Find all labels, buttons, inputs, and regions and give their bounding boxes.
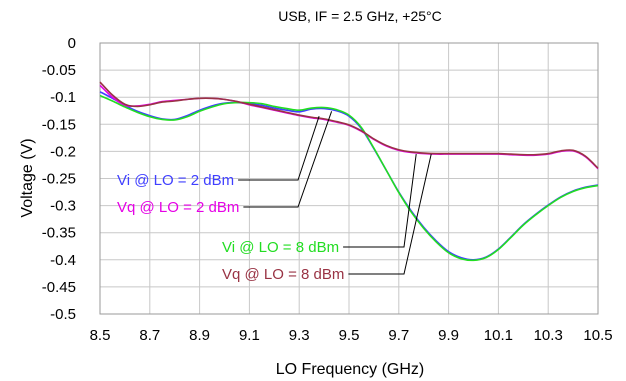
series-annotation-label: Vi @ LO = 8 dBm [222, 239, 339, 256]
y-tick-label: -0.35 [42, 225, 76, 242]
series-line-4 [99, 81, 599, 169]
y-tick-label: 0 [68, 35, 76, 52]
y-tick-label: -0.15 [42, 116, 76, 133]
annotation-leader-line [348, 153, 432, 275]
y-axis-label: Voltage (V) [19, 138, 36, 217]
y-tick-label: -0.25 [42, 171, 76, 188]
annotation-leader-line [343, 154, 417, 248]
series-annotation-label: Vq @ LO = 2 dBm [117, 199, 239, 216]
plot-frame [99, 42, 599, 315]
chart-title: USB, IF = 2.5 GHz, +25°C [278, 8, 442, 24]
x-tick-label: 8.5 [90, 327, 111, 344]
x-tick-label: 9.5 [339, 327, 360, 344]
y-tick-label: -0.45 [42, 279, 76, 296]
annotation-leader-line [238, 116, 320, 181]
y-tick-label: -0.1 [50, 89, 76, 106]
x-tick-label: 9.9 [438, 327, 459, 344]
series-annotation-label: Vq @ LO = 8 dBm [222, 266, 344, 283]
y-axis-ticks: 0 -0.05 -0.1 -0.15 -0.2 -0.25 -0.3 -0.35 -0.4 -0.… [42, 35, 76, 323]
series-line-3 [99, 94, 599, 262]
x-tick-label: 10.3 [534, 327, 563, 344]
gridlines [100, 43, 598, 314]
y-tick-label: -0.2 [50, 143, 76, 160]
series-lines [99, 81, 599, 262]
y-tick-label: -0.4 [50, 252, 76, 269]
x-tick-label: 8.9 [189, 327, 210, 344]
x-tick-label: 9.7 [388, 327, 409, 344]
x-tick-label: 8.7 [139, 327, 160, 344]
x-tick-label: 10.1 [484, 327, 513, 344]
x-tick-label: 9.1 [239, 327, 260, 344]
y-tick-label: -0.5 [50, 306, 76, 323]
series-annotation-label: Vi @ LO = 2 dBm [117, 172, 234, 189]
x-axis-ticks: 8.5 8.7 8.9 9.1 9.3 9.5 9.7 9.9 10.1 10.3 10.5 [90, 327, 613, 344]
series-annotations: Vi @ LO = 2 dBm Vq @ LO = 2 dBm Vi @ LO = … [117, 111, 432, 283]
x-tick-label: 10.5 [583, 327, 612, 344]
x-axis-label: LO Frequency (GHz) [276, 361, 424, 378]
annotation-leader-line [243, 111, 333, 208]
y-tick-label: -0.05 [42, 62, 76, 79]
x-tick-label: 9.3 [289, 327, 310, 344]
y-tick-label: -0.3 [50, 198, 76, 215]
